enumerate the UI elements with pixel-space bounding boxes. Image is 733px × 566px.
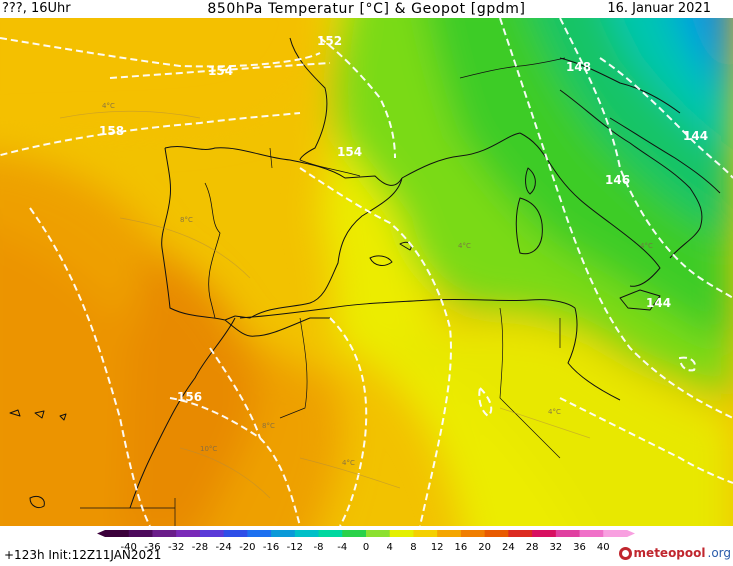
- scale-tick-label: 8: [410, 542, 416, 552]
- scale-tick-label: 24: [502, 542, 515, 552]
- scale-swatch: [247, 530, 272, 537]
- geopot-label: 144: [683, 129, 708, 143]
- geopot-label: 156: [177, 390, 202, 404]
- scale-tick-label: 32: [549, 542, 562, 552]
- scale-swatch: [532, 530, 557, 537]
- scale-tick-label: -24: [215, 542, 231, 552]
- scale-arrow-right: [627, 530, 635, 537]
- isotherm-label: 10°C: [200, 445, 217, 453]
- geopot-label: 146: [605, 173, 630, 187]
- scale-tick-label: 28: [526, 542, 539, 552]
- color-scale: -40 -36 -32 -28 -24 -20 -16 -12 -8 -4 0 4 8 12 16 20 24 2…: [97, 530, 635, 552]
- scale-tick-label: 16: [455, 542, 468, 552]
- scale-tick-label: -28: [192, 542, 208, 552]
- isotherm-label: 4°C: [458, 242, 471, 250]
- scale-tick-label: 0: [363, 542, 369, 552]
- temperature-geopotential-map: 152 154 158 154 148 144 146 144 156 4°C …: [0, 18, 733, 526]
- brand-name: meteopool: [633, 546, 706, 560]
- scale-tick-label: -16: [263, 542, 279, 552]
- scale-tick-label: -12: [287, 542, 303, 552]
- isotherm-label: 8°C: [262, 422, 275, 430]
- isotherm-label: 4°C: [640, 242, 653, 250]
- scale-tick-label: 20: [478, 542, 491, 552]
- scale-tick-label: -4: [337, 542, 347, 552]
- scale-swatch: [152, 530, 177, 537]
- scale-swatch: [342, 530, 367, 537]
- scale-tick-label: 12: [431, 542, 444, 552]
- scale-swatch: [223, 530, 248, 537]
- meteopool-icon: [618, 546, 632, 560]
- isotherm-label: 4°C: [102, 102, 115, 110]
- scale-swatch: [603, 530, 628, 537]
- scale-swatch: [366, 530, 391, 537]
- scale-tick-label: -36: [144, 542, 160, 552]
- scale-swatch: [555, 530, 581, 537]
- forecast-date: 16. Januar 2021: [607, 1, 711, 16]
- scale-swatch: [128, 530, 153, 537]
- geopot-label: 154: [208, 64, 233, 78]
- scale-swatch: [199, 530, 225, 537]
- init-time: +123h Init:12Z11JAN2021: [4, 548, 162, 562]
- scale-swatch: [460, 530, 486, 537]
- scale-swatch: [294, 530, 320, 537]
- isotherm-label: 4°C: [342, 459, 355, 467]
- scale-tick-label: -20: [239, 542, 255, 552]
- map-title: 850hPa Temperatur [°C] & Geopot [gpdm]: [207, 1, 526, 17]
- scale-swatch: [176, 530, 201, 537]
- geopot-label: 158: [99, 124, 124, 138]
- scale-swatch: [437, 530, 462, 537]
- scale-swatch: [484, 530, 509, 537]
- scale-tick-label: 40: [597, 542, 610, 552]
- geopot-label: 154: [337, 145, 362, 159]
- scale-tick-label: 4: [387, 542, 393, 552]
- scale-swatch: [413, 530, 438, 537]
- scale-tick-label: -32: [168, 542, 184, 552]
- scale-tick-label: -8: [314, 542, 324, 552]
- scale-swatch: [508, 530, 533, 537]
- isotherm-label: 8°C: [180, 216, 193, 224]
- geopot-label: 152: [317, 34, 342, 48]
- scale-swatch: [389, 530, 414, 537]
- scale-swatch: [579, 530, 604, 537]
- scale-tick-label: -40: [121, 542, 137, 552]
- geopot-label: 144: [646, 296, 671, 310]
- scale-swatch: [271, 530, 296, 537]
- scale-swatch: [105, 530, 130, 537]
- geopot-label: 148: [566, 60, 591, 74]
- scale-swatch: [318, 530, 343, 537]
- forecast-time: ???, 16Uhr: [2, 1, 71, 16]
- brand-tld: .org: [707, 546, 732, 560]
- scale-tick-label: 36: [573, 542, 586, 552]
- meteopool-logo[interactable]: meteopool .org: [618, 546, 732, 560]
- scale-arrow-left: [97, 530, 105, 537]
- isotherm-label: 4°C: [548, 408, 561, 416]
